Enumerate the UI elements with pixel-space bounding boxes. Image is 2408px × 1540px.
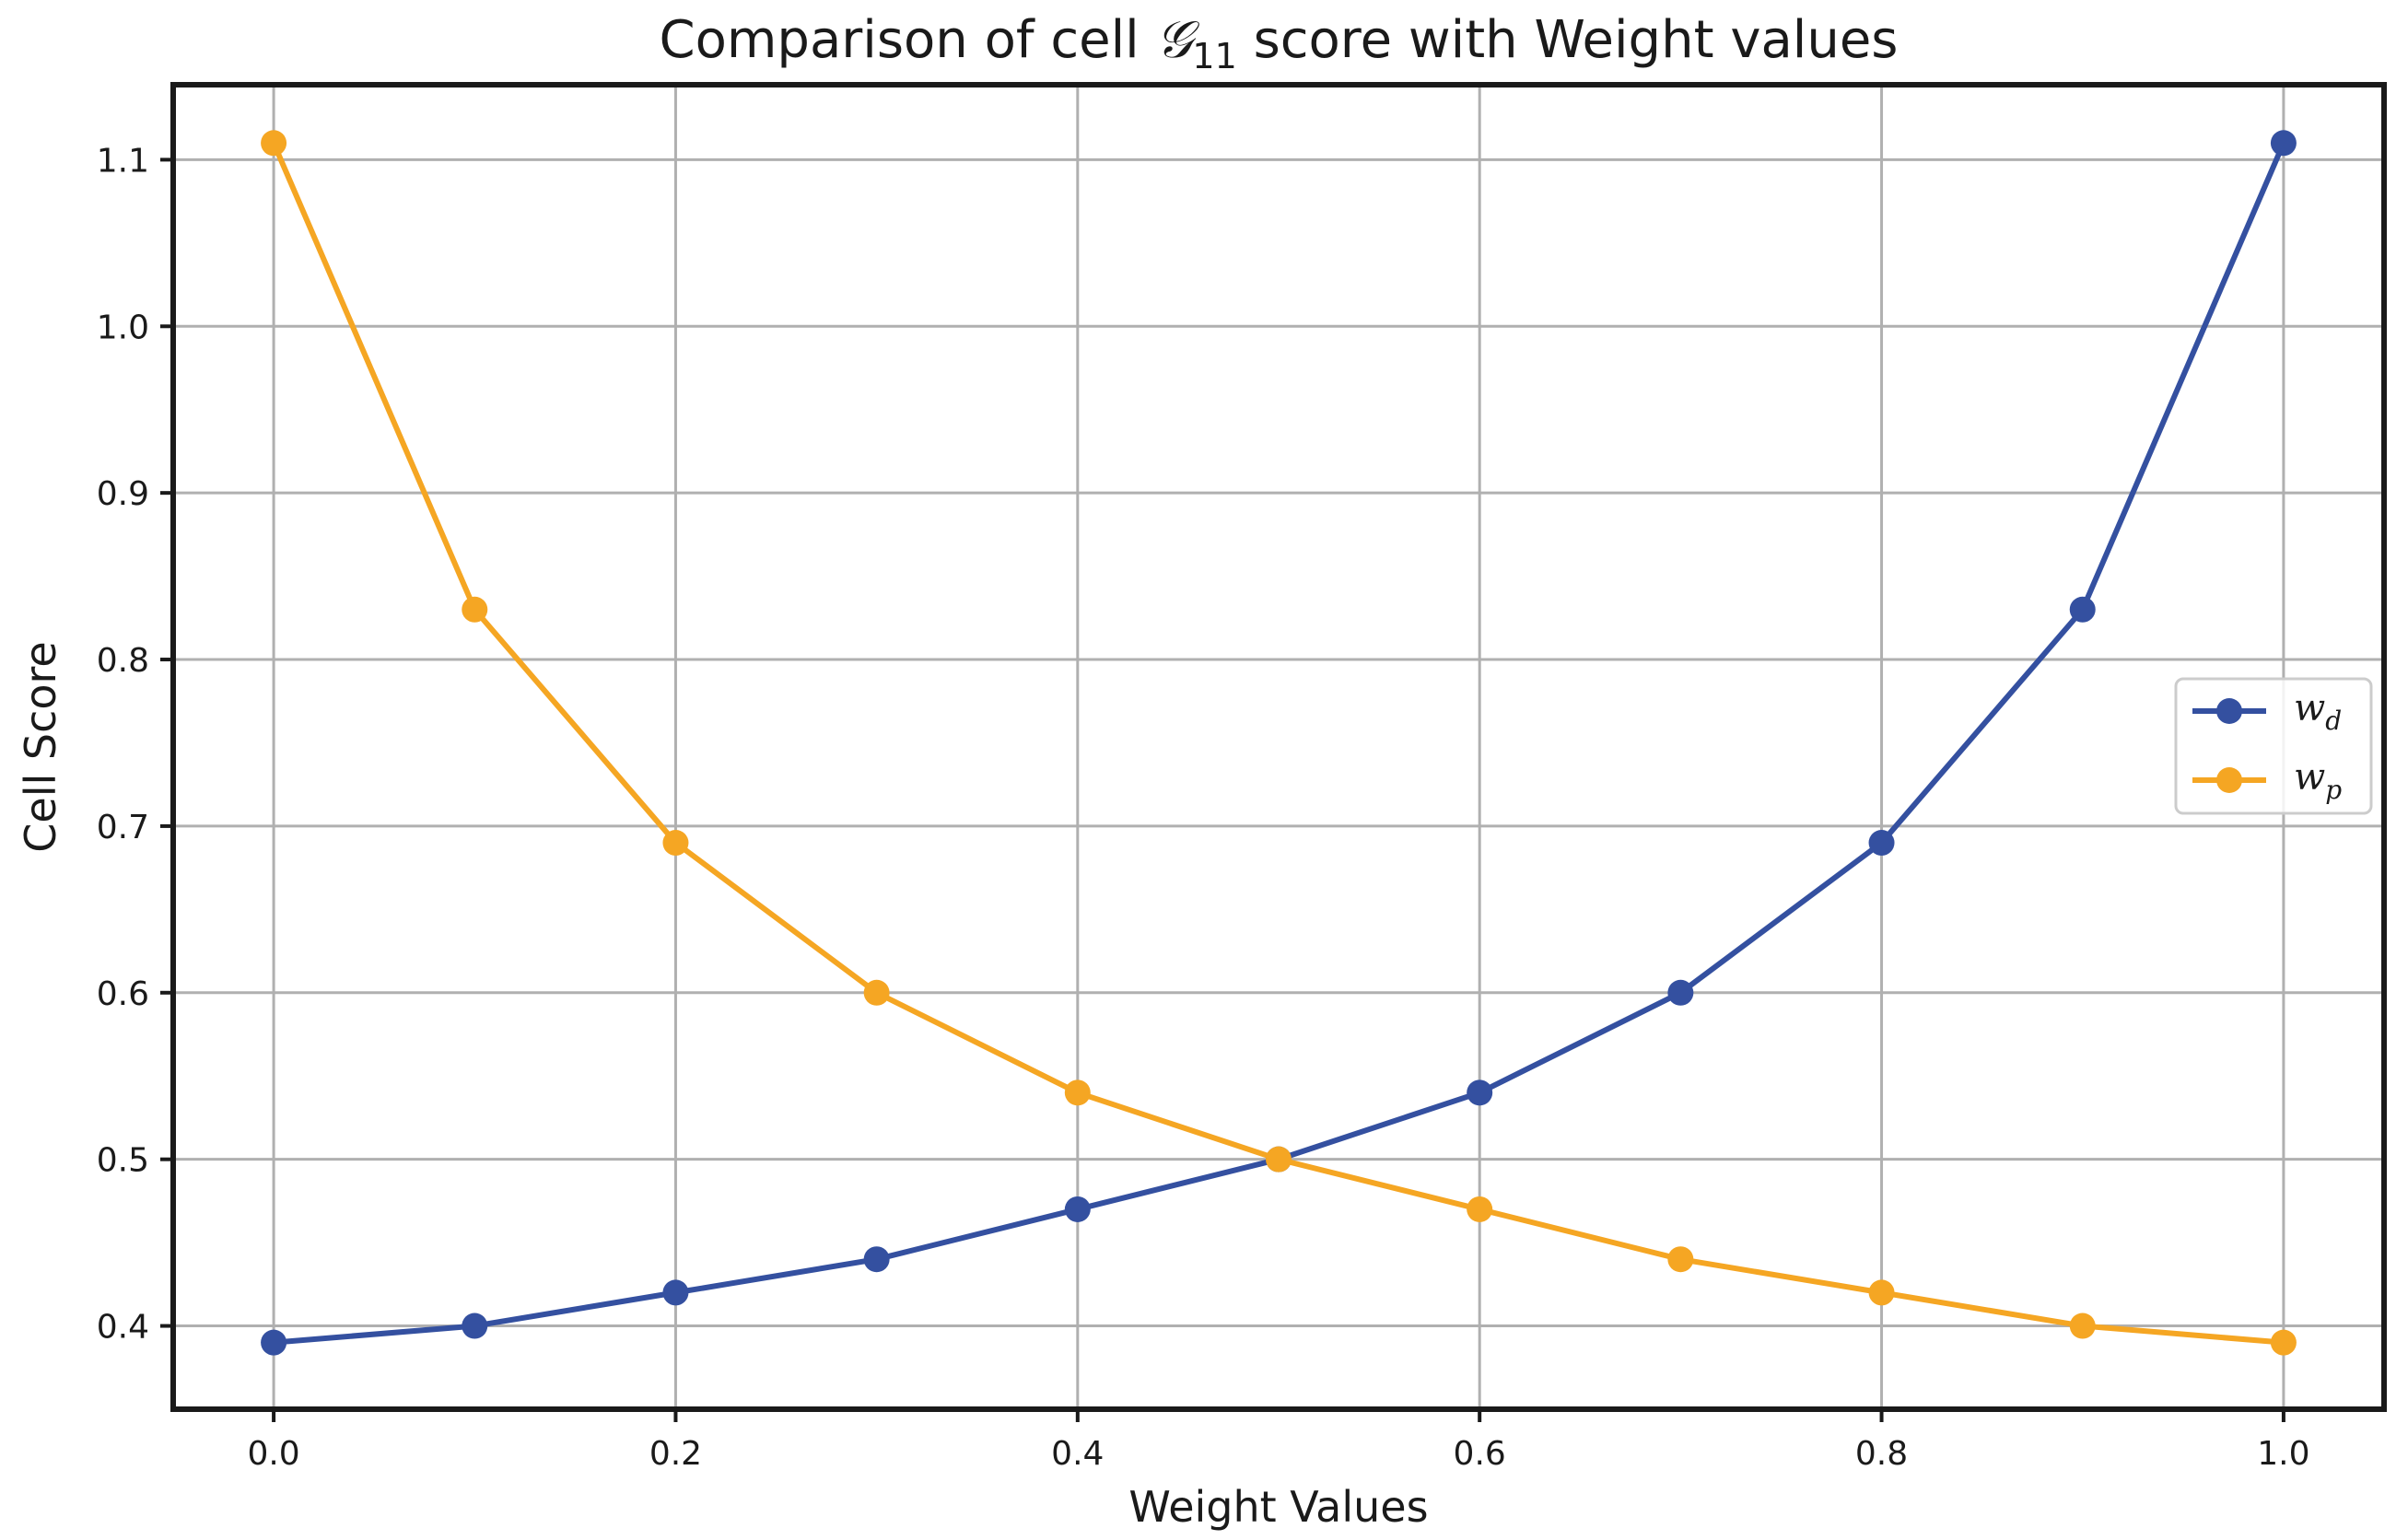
- y-tick-label: 1.0: [97, 309, 149, 346]
- data-point-w_d: [1667, 979, 1694, 1006]
- x-tick-label: 0.4: [1051, 1435, 1104, 1473]
- data-point-w_d: [261, 1329, 287, 1356]
- x-tick-label: 0.2: [649, 1435, 702, 1473]
- data-point-w_p: [863, 979, 890, 1006]
- data-point-w_p: [1064, 1079, 1091, 1106]
- data-point-w_p: [2270, 1329, 2297, 1356]
- legend-label-w_p: wp: [2294, 756, 2342, 805]
- x-tick-label: 0.0: [247, 1435, 299, 1473]
- grid-lines: [173, 85, 2384, 1409]
- plot-frame: [170, 82, 2387, 1412]
- data-point-w_d: [2270, 130, 2297, 157]
- y-tick-label: 0.4: [97, 1309, 149, 1347]
- data-point-w_d: [662, 1279, 689, 1306]
- data-point-w_d: [2069, 596, 2096, 623]
- data-point-w_d: [462, 1312, 488, 1339]
- chart-title: Comparison of cell 𝒢11 score with Weight…: [660, 10, 1899, 76]
- series-layer: [261, 130, 2297, 1356]
- data-point-w_d: [1868, 830, 1895, 857]
- x-axis-label: Weight Values: [1128, 1482, 1428, 1532]
- y-tick-label: 0.5: [97, 1142, 149, 1180]
- y-tick-label: 0.7: [97, 809, 149, 846]
- data-point-w_p: [462, 596, 488, 623]
- legend-marker-w_p: [2216, 767, 2242, 793]
- data-point-w_p: [1467, 1196, 1493, 1222]
- data-point-w_p: [261, 130, 287, 157]
- x-tick-label: 0.8: [1855, 1435, 1908, 1473]
- data-point-w_p: [2069, 1312, 2096, 1339]
- legend-box: [2174, 677, 2373, 815]
- data-point-w_p: [1266, 1146, 1292, 1172]
- y-axis-label: Cell Score: [16, 641, 65, 852]
- axis-ticks: 0.0 0.2 0.4 0.6 0.8 1.0 0.4 0.5 0.6 0.7 0.8 0.9 1.0 1…: [97, 142, 2310, 1473]
- y-tick-label: 1.1: [97, 142, 149, 180]
- legend-label-w_d: wd: [2294, 687, 2342, 736]
- data-point-w_p: [1868, 1279, 1895, 1306]
- data-point-w_p: [1667, 1246, 1694, 1273]
- y-tick-label: 0.9: [97, 475, 149, 513]
- x-tick-label: 1.0: [2257, 1435, 2309, 1473]
- y-tick-label: 0.6: [97, 975, 149, 1013]
- data-point-w_d: [1467, 1079, 1493, 1106]
- legend-marker-w_d: [2216, 698, 2242, 724]
- x-tick-label: 0.6: [1454, 1435, 1506, 1473]
- series-w_p: [261, 130, 2297, 1356]
- data-point-w_p: [662, 830, 689, 857]
- data-point-w_d: [863, 1246, 890, 1273]
- y-tick-label: 0.8: [97, 642, 149, 680]
- data-point-w_d: [1064, 1196, 1091, 1222]
- legend: wd wp: [2174, 677, 2373, 815]
